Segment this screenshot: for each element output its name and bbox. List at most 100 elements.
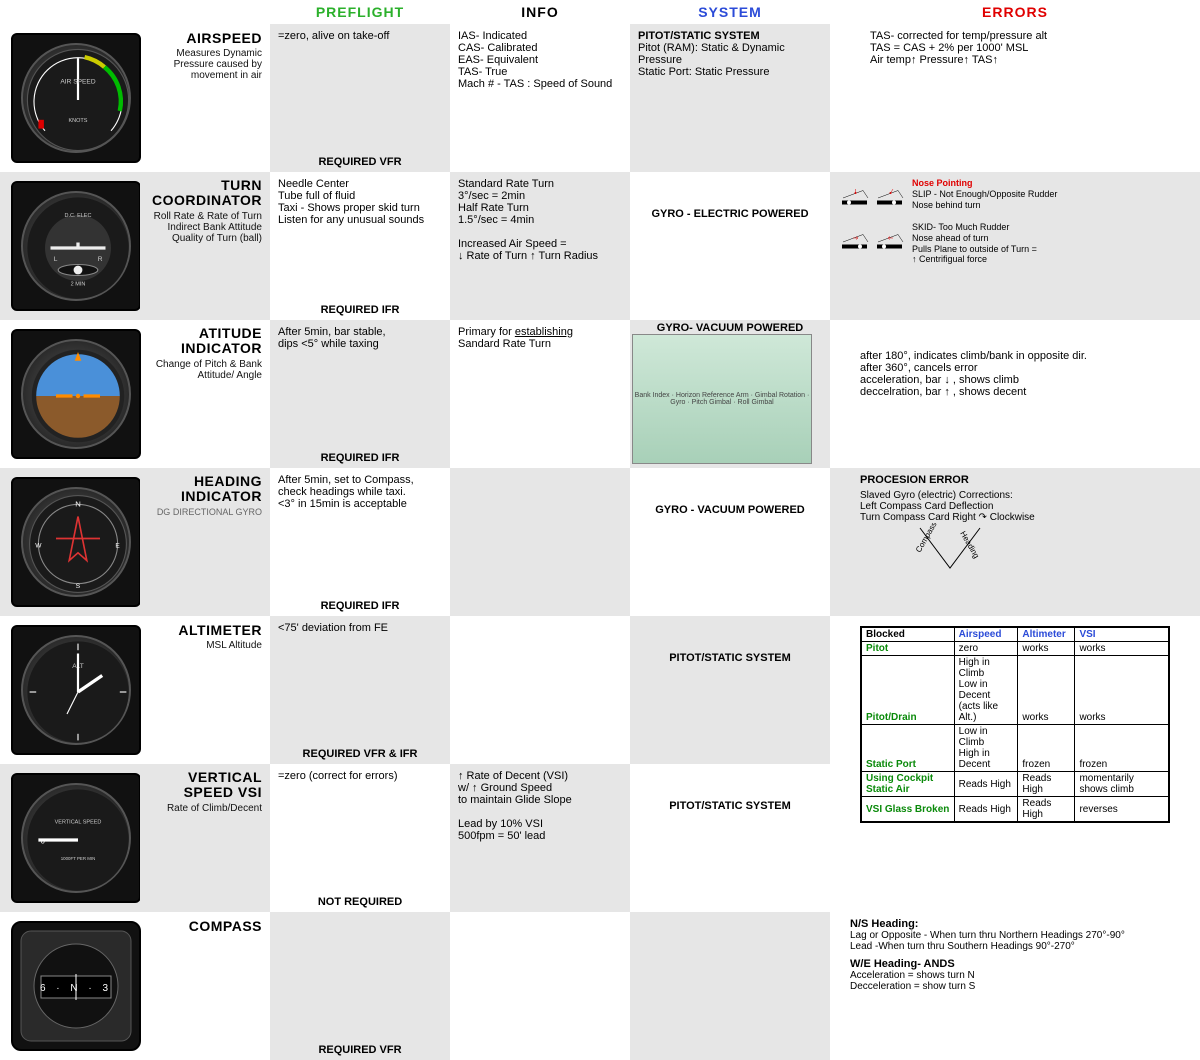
slip-text: SLIP - Not Enough/Opposite Rudder Nose b… xyxy=(912,189,1057,211)
slip-title: Nose Pointing xyxy=(912,178,1057,189)
vsi-info: ↑ Rate of Decent (VSI) w/ ↑ Ground Speed… xyxy=(450,764,630,912)
svg-text:2 MIN: 2 MIN xyxy=(71,281,86,287)
tr0c: works xyxy=(1075,642,1169,656)
altimeter-subtitle: MSL Altitude xyxy=(148,640,262,651)
altimeter-system-title: PITOT/STATIC SYSTEM xyxy=(638,622,822,664)
tr0a: zero xyxy=(954,642,1018,656)
svg-text:AIR SPEED: AIR SPEED xyxy=(60,79,95,86)
tr4c: reverses xyxy=(1075,797,1169,823)
vsi-gauge: VERTICAL SPEED 1000FT PER MIN 0 xyxy=(11,773,141,903)
instrument-reference-grid: PREFLIGHT INFO SYSTEM ERRORS AIR SPEED K… xyxy=(0,0,1200,1060)
tr4k: VSI Glass Broken xyxy=(861,797,954,823)
tr1b: works xyxy=(1018,656,1075,725)
turn-gauge-cell: D.C. ELEC LR 2 MIN xyxy=(0,172,140,320)
attitude-system: GYRO- VACUUM POWERED Bank Index · Horizo… xyxy=(630,320,830,468)
airspeed-gauge-cell: AIR SPEED KNOTS xyxy=(0,24,140,172)
vsi-preflight-text: =zero (correct for errors) xyxy=(278,770,442,782)
svg-text:1000FT PER MIN: 1000FT PER MIN xyxy=(61,856,96,861)
airspeed-required: REQUIRED VFR xyxy=(270,156,450,168)
svg-text:L: L xyxy=(54,256,58,263)
tr3a: Reads High xyxy=(954,772,1018,797)
airspeed-title: AIRSPEED xyxy=(148,30,262,46)
svg-text:R: R xyxy=(98,256,103,263)
attitude-system-title: GYRO- VACUUM POWERED xyxy=(632,322,828,334)
tr0k: Pitot xyxy=(861,642,954,656)
vsi-preflight: =zero (correct for errors) NOT REQUIRED xyxy=(270,764,450,912)
heading-errors-title: PROCESION ERROR xyxy=(860,474,1192,486)
compass-title: COMPASS xyxy=(148,918,262,934)
attitude-info-pre: Primary for xyxy=(458,326,515,338)
svg-text:W: W xyxy=(35,542,42,549)
blockage-table: Blocked Airspeed Altimeter VSI Pitotzero… xyxy=(860,626,1170,823)
gyro-diagram-icon: Bank Index · Horizon Reference Arm · Gim… xyxy=(632,334,812,464)
vsi-system-title: PITOT/STATIC SYSTEM xyxy=(638,770,822,812)
heading-info xyxy=(450,468,630,616)
heading-title-cell: HEADING INDICATOR DG DIRECTIONAL GYRO xyxy=(140,468,270,616)
heading-errors-text: Slaved Gyro (electric) Corrections: Left… xyxy=(860,490,1192,523)
heading-gauge-cell: N E S W xyxy=(0,468,140,616)
svg-text:KNOTS: KNOTS xyxy=(69,118,88,124)
airspeed-errors: TAS- corrected for temp/pressure alt TAS… xyxy=(830,24,1200,172)
th-altimeter: Altimeter xyxy=(1018,627,1075,642)
altimeter-system: PITOT/STATIC SYSTEM xyxy=(630,616,830,764)
altimeter-title-cell: ALTIMETER MSL Altitude xyxy=(140,616,270,764)
turn-preflight-text: Needle Center Tube full of fluid Taxi - … xyxy=(278,178,442,226)
compass-system xyxy=(630,912,830,1060)
svg-text:N: N xyxy=(75,500,81,509)
diag-r: Heading xyxy=(958,530,981,560)
turn-info: Standard Rate Turn 3°/sec = 2min Half Ra… xyxy=(450,172,630,320)
tr4a: Reads High xyxy=(954,797,1018,823)
hdr-system: SYSTEM xyxy=(630,0,830,24)
tr0b: works xyxy=(1018,642,1075,656)
attitude-info-underline: establishing xyxy=(515,326,573,338)
turn-gauge: D.C. ELEC LR 2 MIN xyxy=(11,181,141,311)
altimeter-title: ALTIMETER xyxy=(148,622,262,638)
turn-required: REQUIRED IFR xyxy=(270,304,450,316)
altimeter-errors: Blocked Airspeed Altimeter VSI Pitotzero… xyxy=(830,616,1200,912)
attitude-title: ATITUDE INDICATOR xyxy=(148,326,262,357)
compass-title-cell: COMPASS xyxy=(140,912,270,1060)
vsi-title-cell: VERTICAL SPEED VSI Rate of Climb/Decent xyxy=(140,764,270,912)
heading-system: GYRO - VACUUM POWERED xyxy=(630,468,830,616)
altimeter-preflight: <75' deviation from FE REQUIRED VFR & IF… xyxy=(270,616,450,764)
airspeed-system-title: PITOT/STATIC SYSTEM xyxy=(638,30,822,42)
turn-errors: Nose Pointing SLIP - Not Enough/Opposite… xyxy=(830,172,1200,320)
vsi-required: NOT REQUIRED xyxy=(270,896,450,908)
hdr-errors: ERRORS xyxy=(830,0,1200,24)
airspeed-info: IAS- Indicated CAS- Calibrated EAS- Equi… xyxy=(450,24,630,172)
altimeter-required: REQUIRED VFR & IFR xyxy=(270,748,450,760)
vsi-system: PITOT/STATIC SYSTEM xyxy=(630,764,830,912)
tr2c: frozen xyxy=(1075,725,1169,772)
tr2b: frozen xyxy=(1018,725,1075,772)
turn-preflight: Needle Center Tube full of fluid Taxi - … xyxy=(270,172,450,320)
compass-ns-title: N/S Heading: xyxy=(850,918,1192,930)
slip-diagram-icon xyxy=(838,178,908,218)
airspeed-gauge: AIR SPEED KNOTS xyxy=(11,33,141,163)
vsi-title: VERTICAL SPEED VSI xyxy=(148,770,262,801)
turn-system: GYRO - ELECTRIC POWERED xyxy=(630,172,830,320)
skid-text: SKID- Too Much Rudder Nose ahead of turn… xyxy=(912,222,1037,265)
tr3b: Reads High xyxy=(1018,772,1075,797)
vsi-subtitle: Rate of Climb/Decent xyxy=(148,803,262,814)
compass-ns: Lag or Opposite - When turn thru Norther… xyxy=(850,930,1192,952)
attitude-info: Primary for establishing Sandard Rate Tu… xyxy=(450,320,630,468)
heading-required: REQUIRED IFR xyxy=(270,600,450,612)
turn-title-cell: TURN COORDINATOR Roll Rate & Rate of Tur… xyxy=(140,172,270,320)
heading-gauge: N E S W xyxy=(11,477,141,607)
heading-errors: PROCESION ERROR Slaved Gyro (electric) C… xyxy=(830,468,1200,616)
altimeter-preflight-text: <75' deviation from FE xyxy=(278,622,442,634)
heading-title2: DG DIRECTIONAL GYRO xyxy=(148,507,262,517)
attitude-gauge-cell xyxy=(0,320,140,468)
attitude-info-post: Sandard Rate Turn xyxy=(458,338,551,350)
svg-text:E: E xyxy=(115,542,120,549)
airspeed-system-body: Pitot (RAM): Static & Dynamic Pressure S… xyxy=(638,42,822,78)
altimeter-info xyxy=(450,616,630,764)
hdr-blank2 xyxy=(140,0,270,24)
th-vsi: VSI xyxy=(1075,627,1169,642)
compass-we-title: W/E Heading- ANDS xyxy=(850,958,1192,970)
skid-diagram-icon xyxy=(838,222,908,262)
svg-text:VERTICAL SPEED: VERTICAL SPEED xyxy=(55,820,102,826)
attitude-title-cell: ATITUDE INDICATOR Change of Pitch & Bank… xyxy=(140,320,270,468)
compass-gauge: 6 · N · 3 xyxy=(11,921,141,1051)
tr3c: momentarily shows climb xyxy=(1075,772,1169,797)
